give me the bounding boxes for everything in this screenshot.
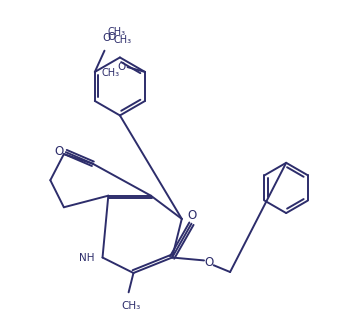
- Text: O: O: [204, 256, 213, 269]
- Text: O: O: [102, 33, 111, 43]
- Text: NH: NH: [79, 254, 95, 264]
- Text: O: O: [118, 62, 126, 72]
- Text: CH₃: CH₃: [108, 27, 126, 37]
- Text: CH₃: CH₃: [113, 35, 131, 45]
- Text: CH₃: CH₃: [121, 301, 140, 311]
- Text: O: O: [54, 145, 64, 158]
- Text: CH₃: CH₃: [102, 68, 120, 78]
- Text: O: O: [188, 209, 197, 223]
- Text: O: O: [107, 32, 115, 42]
